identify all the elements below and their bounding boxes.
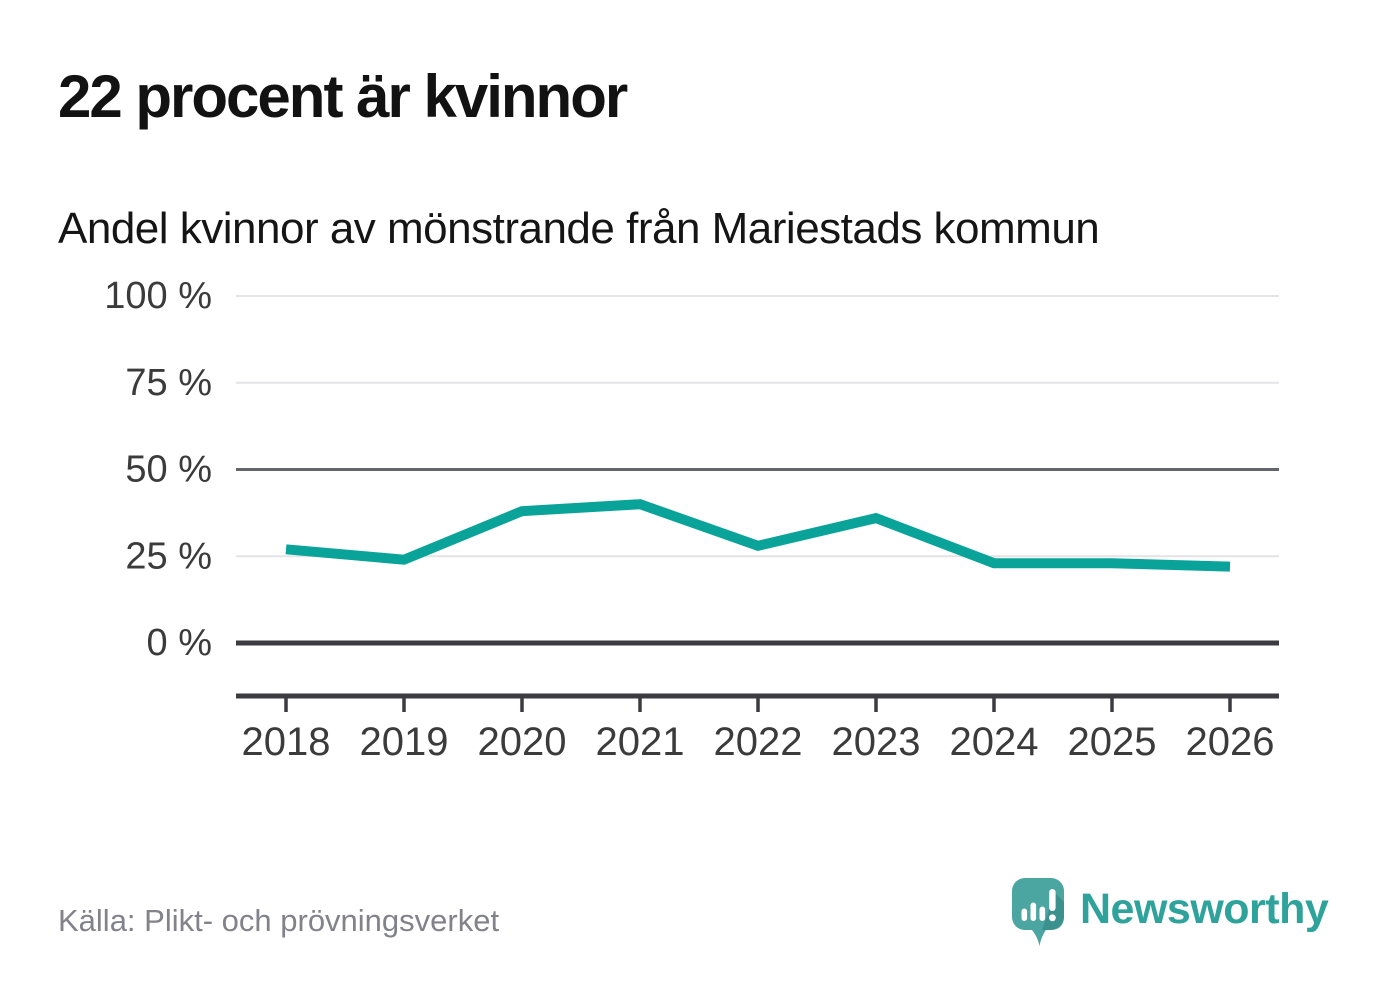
- logo-bar-1: [1021, 908, 1028, 921]
- brand-wordmark: Newsworthy: [1080, 885, 1329, 933]
- y-axis-label: 75 %: [125, 362, 212, 404]
- x-axis-label: 2021: [596, 720, 685, 764]
- logo-bar-2: [1030, 902, 1037, 921]
- x-axis-label: 2019: [360, 720, 449, 764]
- logo-exclamation-dot: [1049, 914, 1056, 922]
- data-series: [285, 499, 1231, 572]
- logo-bar-3: [1039, 906, 1046, 921]
- y-axis-labels: 0 % 25 % 50 % 75 % 100 %: [104, 275, 212, 664]
- chart-title: Andel kvinnor av mönstrande från Mariest…: [58, 204, 1100, 253]
- newsworthy-logo-icon: [1012, 878, 1064, 946]
- x-axis-label: 2025: [1068, 720, 1157, 764]
- x-axis-labels: 2018 2019 2020 2021 2022 2023 2024 2025 2026: [242, 720, 1275, 764]
- logo-bubble-tail: [1026, 924, 1050, 946]
- x-axis-label: 2020: [478, 720, 567, 764]
- x-axis-label: 2018: [242, 720, 331, 764]
- x-axis: [236, 693, 1279, 712]
- gridlines: [236, 295, 1279, 646]
- source-caption: Källa: Plikt- och prövningsverket: [58, 903, 500, 938]
- y-axis-label: 25 %: [125, 535, 212, 577]
- x-axis-label: 2026: [1186, 720, 1275, 764]
- logo-exclamation-bar: [1049, 889, 1056, 911]
- logo-shade: [1042, 893, 1064, 930]
- y-axis-label: 50 %: [125, 449, 212, 491]
- page-title: 22 procent är kvinnor: [58, 63, 628, 130]
- x-axis-label: 2024: [950, 720, 1039, 764]
- x-axis-label: 2022: [714, 720, 803, 764]
- y-axis-label: 0 %: [147, 622, 212, 664]
- data-line: [285, 499, 1231, 572]
- x-axis-label: 2023: [832, 720, 921, 764]
- y-axis-label: 100 %: [104, 275, 212, 317]
